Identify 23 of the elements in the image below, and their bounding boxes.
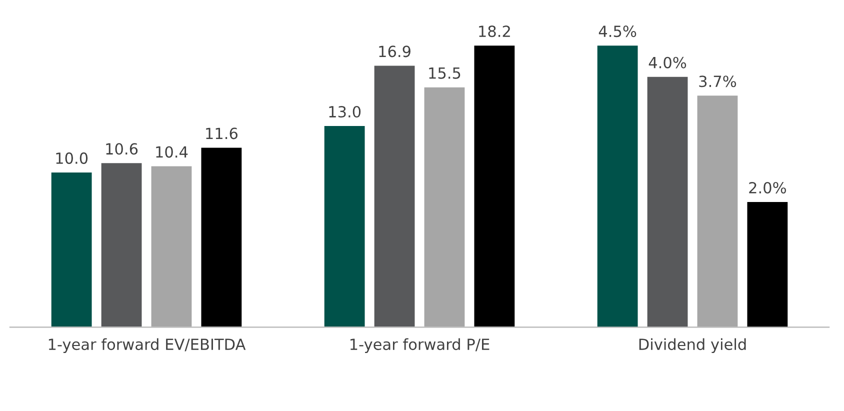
data-label: 4.5% — [598, 26, 636, 38]
data-label: 11.6 — [206, 128, 238, 140]
bar — [374, 66, 415, 328]
data-label: 4.0% — [648, 56, 686, 68]
data-label: 10.0 — [56, 152, 88, 164]
data-label: 13.0 — [329, 106, 361, 118]
bar — [101, 163, 142, 328]
data-label: 18.2 — [479, 26, 510, 38]
bar — [51, 172, 92, 328]
data-label: 10.4 — [156, 146, 188, 158]
x-tick-label: 1-year forward P/E — [350, 338, 490, 354]
bar — [474, 46, 515, 328]
data-label: 2.0% — [749, 182, 786, 194]
bar — [151, 166, 192, 328]
bar — [201, 148, 242, 328]
bar — [424, 87, 465, 328]
data-label: 3.7% — [699, 76, 736, 88]
bar — [324, 126, 365, 328]
data-label: 10.6 — [106, 143, 138, 155]
x-tick-label: 1-year forward EV/EBITDA — [48, 338, 246, 354]
data-label: 16.9 — [379, 46, 410, 58]
x-tick-label: Dividend yield — [639, 338, 746, 354]
data-label: 15.5 — [429, 68, 460, 79]
